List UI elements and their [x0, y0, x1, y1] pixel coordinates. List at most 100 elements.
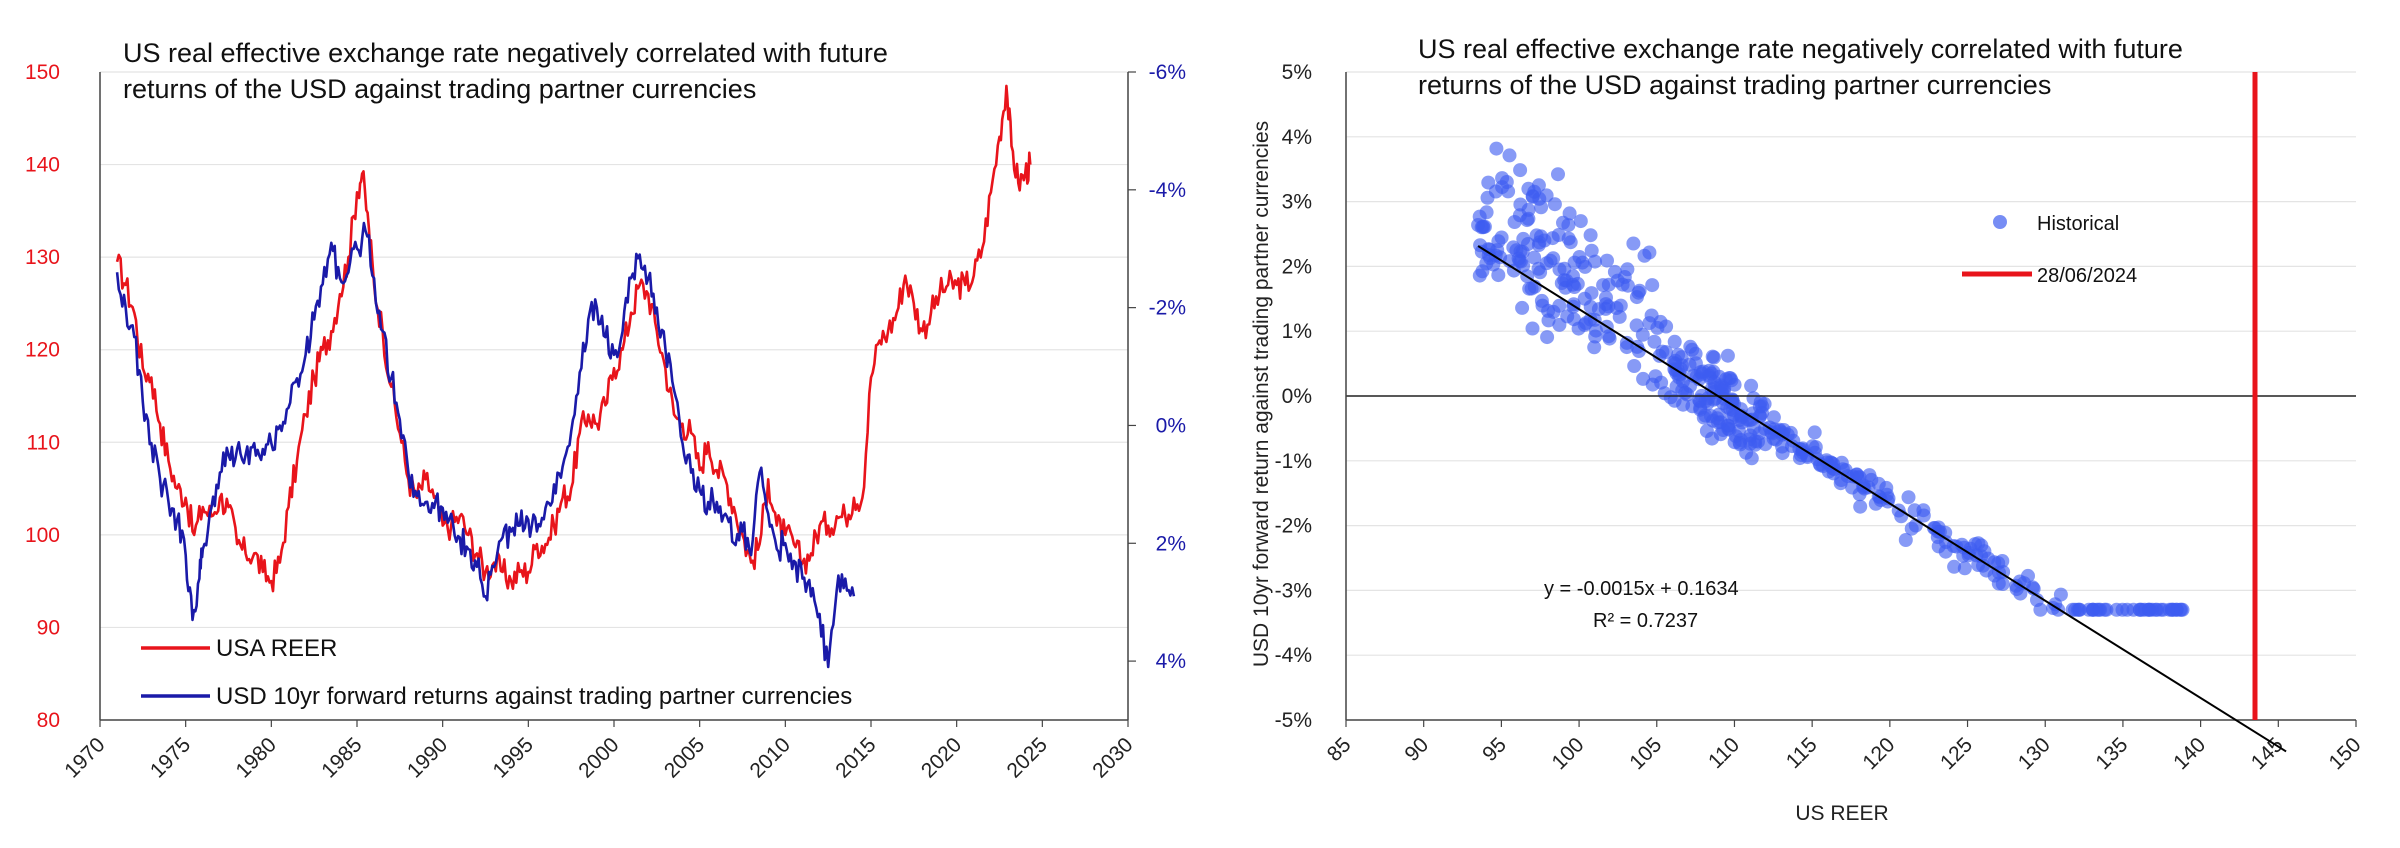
scatter-point [1659, 319, 1674, 334]
scatter-point [1946, 539, 1961, 553]
scatter-point [1557, 273, 1572, 288]
scatter-point [1540, 330, 1555, 345]
right-y-tick-label: 2% [1156, 532, 1186, 555]
right-chart-y-tick-label: 4% [1282, 126, 1312, 149]
scatter-point [1783, 425, 1798, 440]
left-y-tick-label: 150 [25, 61, 60, 84]
right-chart-x-tick-label: 115 [1782, 733, 1822, 773]
right-chart-y-tick-labels: 5% 4% 3% 2% 1% 0% -1% -2% -3% -4% -5% [1275, 61, 1312, 732]
scatter-point [1541, 313, 1556, 328]
scatter-point [1600, 253, 1614, 268]
right-chart-x-tick-label: 140 [2169, 733, 2210, 774]
scatter-point [1620, 262, 1635, 277]
right-y-tick-label: -2% [1149, 297, 1186, 320]
scatter-point [1567, 280, 1582, 294]
scatter-point [1819, 453, 1834, 468]
left-line-chart: 80 90 100 110 120 130 140 150 -6% -4% -2% 0% 2% 4% 1… [24, 38, 1186, 783]
right-chart-y-tick-label: -2% [1275, 515, 1312, 538]
scatter-point [1527, 250, 1542, 265]
scatter-point [1499, 175, 1514, 189]
scatter-point [2133, 602, 2147, 617]
scatter-point [1539, 188, 1554, 203]
scatter-point [1494, 230, 1509, 245]
left-series [115, 84, 1032, 669]
scatter-point [1795, 445, 1810, 460]
scatter-point [1720, 418, 1735, 433]
scatter-point [1724, 373, 1739, 388]
scatter-point [1727, 407, 1741, 422]
r-squared-label: R² = 0.7237 [1593, 610, 1698, 632]
scatter-point [1645, 278, 1660, 293]
left-y-tick-label: 80 [37, 709, 60, 732]
right-chart-y-tick-label: -5% [1275, 709, 1312, 732]
left-chart-title-line-1: US real effective exchange rate negative… [123, 38, 888, 68]
scatter-point [1619, 340, 1634, 355]
right-chart-y-tick-label: 0% [1282, 385, 1312, 408]
scatter-point [1512, 208, 1527, 223]
scatter-point [1596, 278, 1611, 293]
right-chart-x-axis-label: US REER [1795, 802, 1888, 825]
right-chart-x-tick-label: 90 [1400, 733, 1433, 766]
right-chart-y-tick-label: 2% [1282, 255, 1312, 278]
scatter-point [1705, 349, 1720, 364]
scatter-point [1584, 286, 1599, 301]
scatter-point [1531, 178, 1546, 193]
scatter-point [1575, 255, 1590, 270]
scatter-point [1898, 533, 1913, 547]
scatter-point [2093, 602, 2108, 617]
left-y-tick-label: 140 [25, 154, 60, 177]
scatter-point [1699, 424, 1714, 438]
scatter-point [1853, 499, 1868, 514]
right-scatter-chart: 5% 4% 3% 2% 1% 0% -1% -2% -3% -4% -5% 85 90 95 100 105… [1250, 34, 2366, 825]
scatter-point [1807, 425, 1822, 440]
scatter-point [1627, 359, 1642, 373]
trendline [1477, 245, 2287, 753]
scatter-point [1758, 437, 1773, 452]
regression-equation: y = -0.0015x + 0.1634 [1544, 578, 1739, 600]
scatter-point [1547, 197, 1562, 212]
right-chart-title-line-2: returns of the USD against trading partn… [1418, 70, 2051, 100]
scatter-point [2072, 602, 2087, 617]
scatter-point [1907, 503, 1922, 518]
scatter-point [1659, 345, 1673, 360]
right-chart-y-tick-label: -4% [1275, 644, 1312, 667]
right-chart-y-tick-label: 1% [1282, 320, 1312, 343]
right-chart-x-tick-label: 110 [1704, 733, 1744, 773]
scatter-point [1561, 231, 1576, 246]
scatter-point [1515, 300, 1530, 315]
scatter-point [1849, 467, 1864, 482]
scatter-point [2009, 582, 2024, 597]
scatter-point [1529, 228, 1544, 243]
right-chart-y-tick-label: -3% [1275, 579, 1312, 602]
right-chart-x-tick-label: 100 [1548, 733, 1589, 774]
scatter-point [1708, 391, 1723, 406]
scatter-point [1480, 190, 1495, 205]
left-y-tick-label: 110 [27, 431, 60, 454]
right-chart-y-tick-label: -1% [1275, 450, 1312, 473]
scatter-point [2021, 568, 2035, 583]
scatter-point [1947, 559, 1962, 574]
scatter-point [1901, 490, 1916, 505]
scatter-point [1588, 254, 1602, 269]
scatter-point [1637, 248, 1652, 263]
scatter-point [1620, 278, 1635, 293]
scatter-point [1977, 544, 1992, 559]
scatter-point [1663, 390, 1678, 405]
left-y-tick-labels: 80 90 100 110 120 130 140 150 [25, 61, 60, 732]
right-chart-y-axis-label: USD 10yr forward return against trading … [1250, 121, 1273, 667]
scatter-point [1583, 228, 1598, 243]
scatter-point [1720, 348, 1735, 363]
scatter-point [1685, 342, 1700, 357]
right-chart-x-tick-label: 130 [2014, 733, 2055, 774]
scatter-point [1552, 317, 1567, 332]
scatter-point [1648, 369, 1663, 384]
scatter-point [1683, 379, 1697, 394]
scatter-point [1629, 290, 1644, 305]
legend-reer-label: USA REER [216, 635, 337, 662]
left-y-tick-label: 90 [37, 616, 60, 639]
scatter-point [1957, 561, 1972, 576]
scatter-point [1583, 312, 1598, 327]
right-chart-x-tick-label: 150 [2324, 733, 2365, 774]
scatter-point [1667, 334, 1682, 349]
right-chart-y-tick-label: 3% [1282, 191, 1312, 214]
